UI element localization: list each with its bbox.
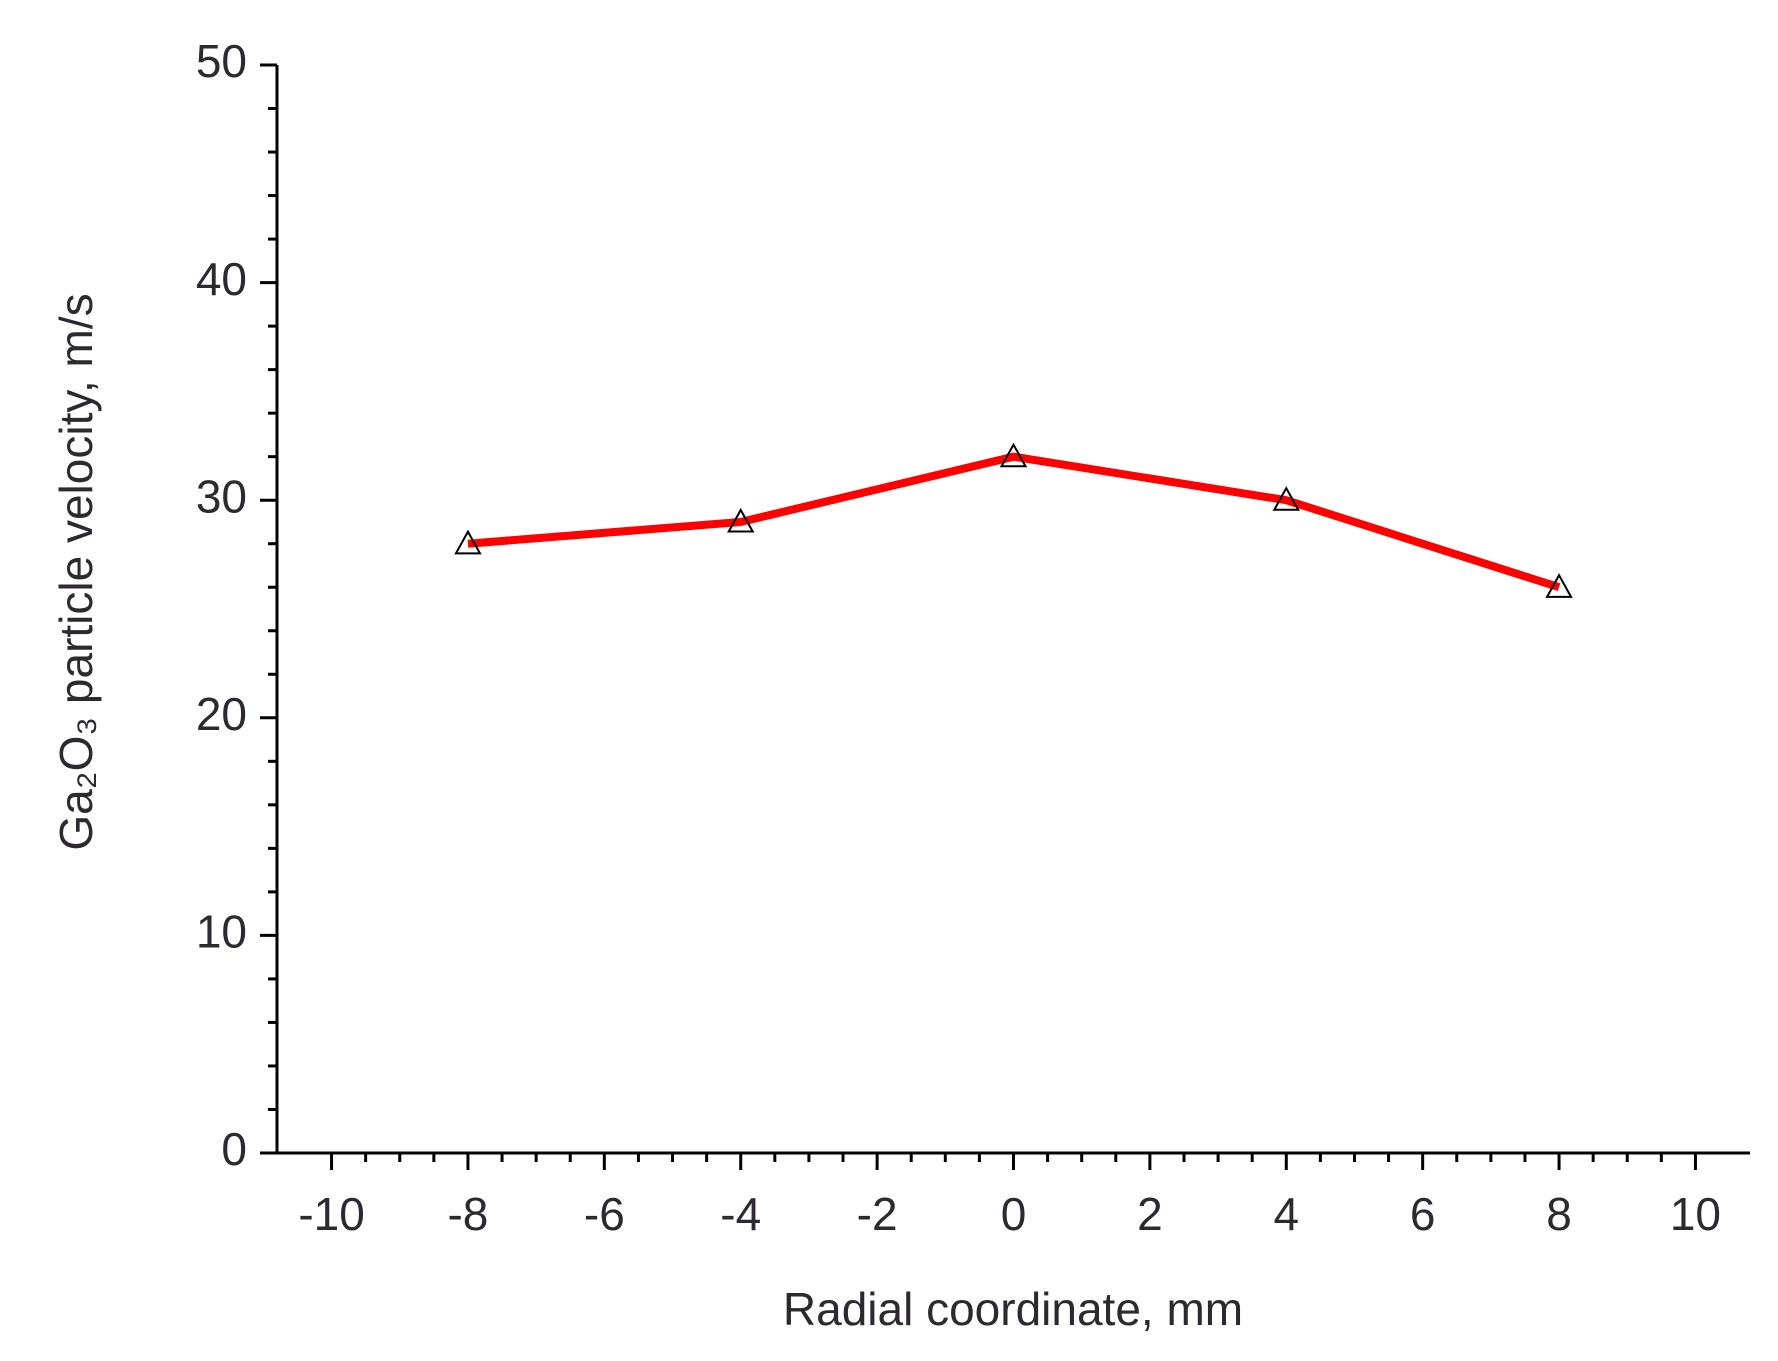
x-axis-title: Radial coordinate, mm bbox=[783, 1283, 1243, 1335]
x-tick-label: -4 bbox=[720, 1188, 761, 1240]
x-tick-label: 4 bbox=[1273, 1188, 1299, 1240]
y-tick-label: 20 bbox=[196, 688, 247, 740]
x-tick-label: 10 bbox=[1670, 1188, 1721, 1240]
x-tick-label: -6 bbox=[584, 1188, 625, 1240]
data-marker bbox=[1545, 573, 1573, 598]
data-marker bbox=[454, 529, 482, 555]
data-marker bbox=[1272, 486, 1300, 511]
x-tick-label: -2 bbox=[857, 1188, 898, 1240]
data-marker bbox=[999, 442, 1028, 468]
x-tick-label: -10 bbox=[298, 1188, 364, 1240]
x-tick-label: 0 bbox=[1001, 1188, 1027, 1240]
y-tick-label: 0 bbox=[221, 1123, 247, 1175]
x-tick-label: 2 bbox=[1137, 1188, 1163, 1240]
y-axis-title: Ga₂O₃ particle velocity, m/s bbox=[50, 293, 102, 850]
data-marker bbox=[727, 507, 755, 533]
y-tick-label: 10 bbox=[196, 906, 247, 958]
y-tick-label: 30 bbox=[196, 470, 247, 522]
x-tick-label: 8 bbox=[1546, 1188, 1572, 1240]
x-tick-label: 6 bbox=[1410, 1188, 1436, 1240]
data-line bbox=[467, 452, 1561, 592]
x-tick-label: -8 bbox=[447, 1188, 488, 1240]
y-tick-label: 40 bbox=[196, 253, 247, 305]
y-tick-label: 50 bbox=[196, 35, 247, 87]
